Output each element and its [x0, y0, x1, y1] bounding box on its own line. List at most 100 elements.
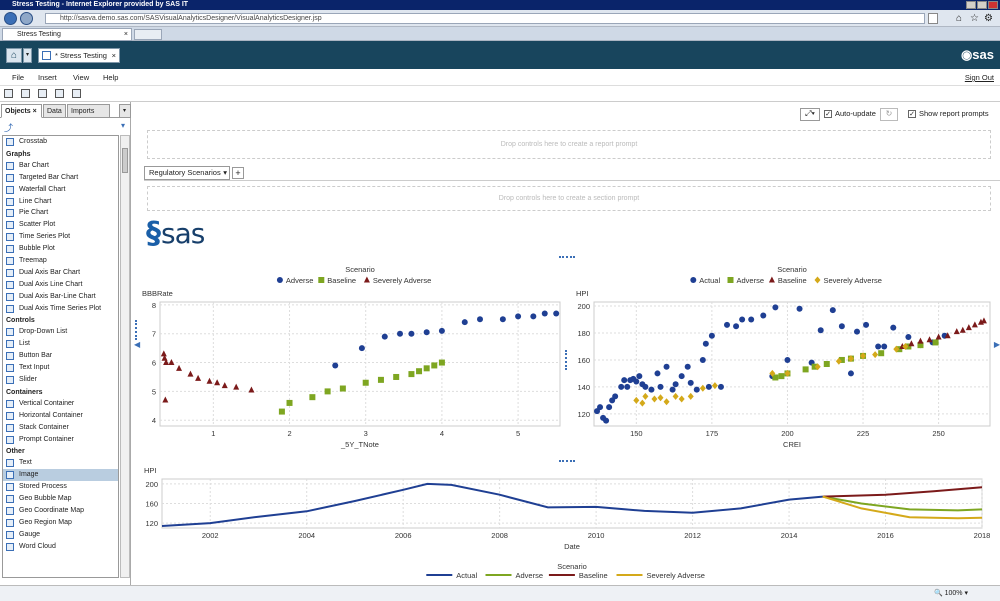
hpi-time-series-chart[interactable]: 2002 2004 2006 2008 2010 2012 2014 2016 2018 120 1…: [142, 465, 992, 585]
home-browser-icon[interactable]: ⌂: [956, 13, 963, 24]
panel-options-icon[interactable]: ▾: [121, 121, 126, 130]
open-icon[interactable]: [21, 89, 30, 98]
list-item[interactable]: Bar Chart: [3, 160, 118, 172]
layout-icon[interactable]: [72, 89, 81, 98]
resize-handle[interactable]: [559, 256, 575, 258]
list-item[interactable]: Horizontal Container: [3, 410, 118, 422]
menu-view[interactable]: View: [73, 73, 90, 82]
sign-out-link[interactable]: Sign Out: [964, 73, 994, 82]
list-item[interactable]: Word Cloud: [3, 541, 118, 553]
list-item[interactable]: Scatter Plot: [3, 219, 118, 231]
list-item[interactable]: Text: [3, 457, 118, 469]
back-icon[interactable]: [4, 12, 17, 25]
zoom-level[interactable]: 🔍 100% ▾: [933, 590, 968, 597]
hpi-crei-scatter-chart[interactable]: 150 175 200 225 250 120 140 160 180 200 HPI CREI Sce…: [572, 262, 992, 457]
close-window-button[interactable]: [988, 1, 998, 9]
new-tab-button[interactable]: [134, 29, 162, 40]
list-item[interactable]: Waterfall Chart: [3, 184, 118, 196]
list-item[interactable]: Dual Axis Line Chart: [3, 279, 118, 291]
collapse-left-icon[interactable]: ◀: [134, 340, 141, 349]
auto-update-checkbox[interactable]: ✓: [824, 110, 832, 119]
forward-icon[interactable]: [20, 12, 33, 25]
home-dropdown-icon[interactable]: ▾: [23, 48, 32, 63]
view-size-icon[interactable]: ⤢▾: [800, 108, 820, 121]
list-item[interactable]: Geo Region Map: [3, 517, 118, 529]
tab-imports[interactable]: Imports: [67, 104, 110, 118]
list-item[interactable]: Dual Axis Bar-Line Chart: [3, 291, 118, 303]
legend-label: Actual: [456, 571, 477, 580]
report-prompt-area[interactable]: Drop controls here to create a report pr…: [147, 130, 991, 159]
browser-tab[interactable]: Stress Testing ×: [2, 28, 132, 41]
list-item[interactable]: Prompt Container: [3, 434, 118, 446]
list-section-header: Graphs: [6, 150, 31, 158]
resize-handle[interactable]: [565, 350, 567, 370]
section-prompt-area[interactable]: Drop controls here to create a section p…: [147, 186, 991, 211]
url-field[interactable]: http://sasva.demo.sas.com/SASVisualAnaly…: [45, 13, 925, 24]
list-item[interactable]: Stack Container: [3, 422, 118, 434]
list-item[interactable]: Geo Coordinate Map: [3, 505, 118, 517]
list-item[interactable]: Pie Chart: [3, 207, 118, 219]
data-point: [971, 321, 978, 328]
home-icon[interactable]: ⌂: [6, 48, 22, 63]
list-item[interactable]: Crosstab: [3, 136, 118, 148]
resize-handle[interactable]: [135, 320, 137, 340]
list-item[interactable]: Image: [3, 469, 118, 482]
report-tab[interactable]: * Stress Testing ×: [38, 48, 120, 63]
tab-objects[interactable]: Objects ×: [1, 104, 42, 118]
list-item[interactable]: Bubble Plot: [3, 243, 118, 255]
insert-object-icon[interactable]: ⤴: [4, 123, 14, 133]
add-section-button[interactable]: +: [232, 167, 244, 179]
list-item[interactable]: Button Bar: [3, 350, 118, 362]
collapse-right-icon[interactable]: ▶: [993, 340, 1000, 349]
list-item[interactable]: Stored Process: [3, 481, 118, 493]
list-item[interactable]: Text Input: [3, 362, 118, 374]
refresh-icon[interactable]: [928, 13, 938, 24]
data-point: [711, 382, 718, 390]
data-point: [206, 377, 213, 384]
menu-file[interactable]: File: [12, 73, 25, 82]
close-tab-icon[interactable]: ×: [123, 31, 128, 38]
section-tab-dropdown-icon: ▾: [223, 168, 227, 177]
save-icon[interactable]: [38, 89, 47, 98]
list-item[interactable]: Dual Axis Bar Chart: [3, 267, 118, 279]
list-item[interactable]: Slider: [3, 374, 118, 386]
menu-help[interactable]: Help: [103, 73, 119, 82]
refresh-report-icon[interactable]: ↻: [880, 108, 898, 121]
minimize-button[interactable]: [966, 1, 976, 9]
list-item[interactable]: Drop-Down List: [3, 326, 118, 338]
list-item[interactable]: Geo Bubble Map: [3, 493, 118, 505]
series-line: [822, 495, 983, 520]
list-item[interactable]: Time Series Plot: [3, 231, 118, 243]
show-prompts-option[interactable]: ✓ Show report prompts: [908, 109, 989, 119]
tab-data[interactable]: Data: [43, 104, 66, 118]
new-report-icon[interactable]: [4, 89, 13, 98]
data-point: [221, 382, 228, 389]
data-point: [233, 383, 240, 390]
bbbrate-scatter-chart[interactable]: 1 2 3 4 5 4 5 6 7 8 BBBRate _5Y_TNote Scenario Advers…: [142, 262, 562, 457]
list-item[interactable]: Gauge: [3, 529, 118, 541]
list-item[interactable]: List: [3, 338, 118, 350]
list-item[interactable]: Vertical Container: [3, 398, 118, 410]
list-item[interactable]: Dual Axis Time Series Plot: [3, 303, 118, 315]
close-report-icon[interactable]: ×: [111, 51, 116, 60]
favorites-icon[interactable]: ☆: [970, 13, 979, 24]
list-item[interactable]: Line Chart: [3, 196, 118, 208]
settings-gear-icon[interactable]: ⚙: [984, 13, 993, 24]
scroll-thumb[interactable]: [122, 148, 128, 173]
menu-insert[interactable]: Insert: [38, 73, 57, 82]
show-prompts-checkbox[interactable]: ✓: [908, 110, 916, 119]
resize-handle[interactable]: [559, 460, 575, 462]
data-point: [408, 371, 415, 378]
data-point: [902, 342, 909, 350]
list-item[interactable]: Treemap: [3, 255, 118, 267]
legend-title: Scenario: [557, 562, 587, 571]
data-point: [461, 319, 468, 326]
list-item[interactable]: Targeted Bar Chart: [3, 172, 118, 184]
auto-update-option[interactable]: ✓ Auto-update: [824, 109, 876, 119]
status-bar: 🔍 100% ▾: [0, 585, 1000, 601]
section-tab[interactable]: Regulatory Scenarios ▾: [144, 166, 230, 180]
objects-scrollbar[interactable]: [120, 135, 130, 578]
print-icon[interactable]: [55, 89, 64, 98]
tabs-menu-icon[interactable]: ▾: [119, 104, 131, 118]
maximize-button[interactable]: [977, 1, 987, 9]
